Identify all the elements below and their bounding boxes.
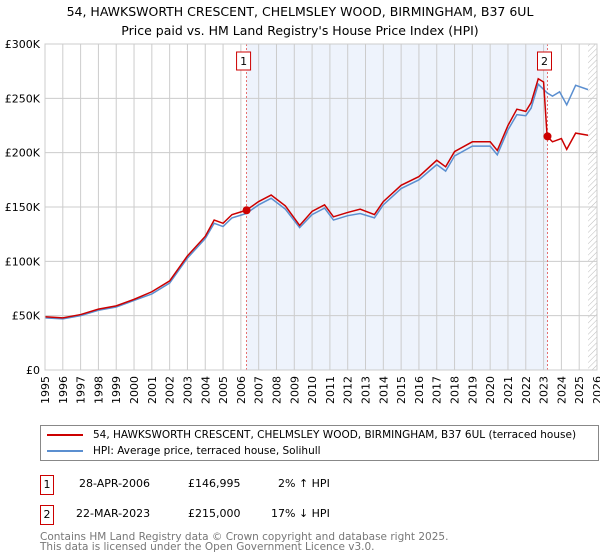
x-tick-label: 2022 [520,376,533,404]
x-tick-label: 2006 [235,376,248,404]
y-tick-label: £200K [5,147,41,160]
sale-badge-label: 2 [541,55,548,68]
footer: Contains HM Land Registry data © Crown c… [40,531,449,553]
y-tick-label: £0 [26,364,40,377]
chart-title: 54, HAWKSWORTH CRESCENT, CHELMSLEY WOOD,… [0,2,600,40]
x-tick-label: 2010 [306,376,319,404]
y-tick-label: £150K [5,201,41,214]
x-tick-label: 2019 [466,376,479,404]
y-tick-label: £50K [12,310,41,323]
x-tick-label: 1996 [57,376,70,404]
footer-line: Contains HM Land Registry data © Crown c… [40,531,449,543]
x-tick-label: 2016 [413,376,426,404]
x-tick-label: 1995 [39,376,52,404]
x-tick-label: 2009 [288,376,301,404]
legend-label: 54, HAWKSWORTH CRESCENT, CHELMSLEY WOOD,… [93,429,577,441]
x-tick-label: 2008 [270,376,283,404]
footer-line: This data is licensed under the Open Gov… [40,541,375,553]
series-line [44,82,589,320]
legend-item-hpi: HPI: Average price, terraced house, Soli… [47,445,321,457]
x-tick-label: 2015 [395,376,408,404]
x-tick-label: 2011 [324,376,337,404]
legend-label: HPI: Average price, terraced house, Soli… [93,445,321,457]
sale-point [543,132,552,141]
hpi-diff: 2% ↑ HPI [278,477,330,490]
legend-item-property: 54, HAWKSWORTH CRESCENT, CHELMSLEY WOOD,… [47,429,576,441]
title-line: 54, HAWKSWORTH CRESCENT, CHELMSLEY WOOD,… [66,4,534,19]
legend: 54, HAWKSWORTH CRESCENT, CHELMSLEY WOOD,… [40,425,599,461]
x-tick-label: 2018 [449,376,462,404]
x-tick-label: 2024 [555,376,568,404]
price-chart: 1995 1996 1997 1998 1999 2000 2001 2002 2003 2004… [5,38,600,404]
hpi-diff: 17% ↓ HPI [271,507,330,520]
y-tick-label: £100K [5,255,41,268]
x-tick-label: 2004 [199,376,212,404]
x-tick-label: 2026 [591,376,600,404]
date: 28-APR-2006 [79,477,151,490]
x-tick-label: 1999 [110,376,123,404]
x-tick-label: 2002 [164,376,177,404]
x-tick-label: 2013 [360,376,373,404]
y-tick-label: £300K [5,38,41,51]
x-tick-label: 2025 [573,376,586,404]
plot-border [44,43,598,371]
series-line [44,77,589,319]
sale-badge-label: 1 [240,55,247,68]
blue-line-swatch [47,450,83,452]
x-tick-label: 2017 [431,376,444,404]
x-tick-label: 2001 [146,376,159,404]
price: £215,000 [188,507,241,520]
sale-badge [536,51,552,71]
x-tick-label: 2007 [253,376,266,404]
x-tick-label: 2012 [342,376,355,404]
sale-badge [236,51,252,71]
x-tick-label: 1997 [75,376,88,404]
x-tick-label: 2005 [217,376,230,404]
sale-point [242,206,251,215]
x-tick-label: 1998 [92,376,105,404]
date: 22-MAR-2023 [76,507,151,520]
x-tick-label: 2021 [502,376,515,404]
x-tick-label: 2003 [181,376,194,404]
x-tick-label: 2023 [538,376,551,404]
red-line-swatch [47,434,83,436]
subtitle-line: Price paid vs. HM Land Registry's House … [121,23,479,38]
x-tick-label: 2014 [377,376,390,404]
x-tick-label: 2020 [484,376,497,404]
x-tick-label: 2000 [128,376,141,404]
marker-badge: 1 [40,475,54,495]
transaction-row: 1 28-APR-2006 £146,995 2% ↑ HPI [40,475,440,495]
marker-badge: 2 [40,505,54,525]
transaction-row: 2 22-MAR-2023 £215,000 17% ↓ HPI [40,505,440,525]
price: £146,995 [188,477,241,490]
y-tick-label: £250K [5,92,41,105]
